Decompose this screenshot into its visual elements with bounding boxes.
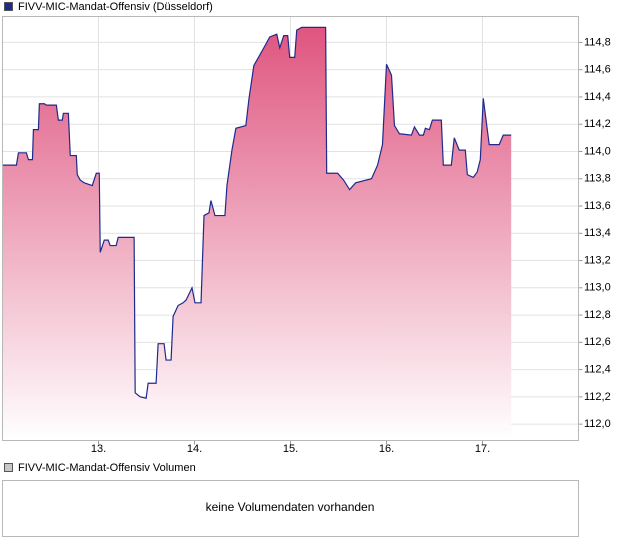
y-tick-label: 114,4 bbox=[584, 91, 611, 103]
y-tick-label: 114,6 bbox=[584, 64, 611, 76]
legend-swatch bbox=[4, 463, 13, 472]
plot-frame bbox=[2, 16, 579, 441]
y-tick-label: 114,2 bbox=[584, 118, 611, 130]
x-tick-label: 15. bbox=[283, 443, 298, 455]
legend-label: FIVV-MIC-Mandat-Offensiv (Düsseldorf) bbox=[18, 1, 213, 13]
x-tick-label: 13. bbox=[91, 443, 106, 455]
x-tick-label: 17. bbox=[475, 443, 490, 455]
volume-frame bbox=[2, 480, 579, 537]
y-tick-label: 113,0 bbox=[584, 282, 611, 294]
price-line bbox=[2, 26, 512, 399]
x-tick-label: 14. bbox=[187, 443, 202, 455]
legend-swatch bbox=[4, 2, 13, 11]
y-tick-label: 112,6 bbox=[584, 336, 611, 348]
y-tick-label: 114,0 bbox=[584, 145, 611, 157]
y-tick-label: 113,8 bbox=[584, 173, 611, 185]
y-tick-label: 112,4 bbox=[584, 364, 611, 376]
empty-note: keine Volumendaten vorhanden bbox=[206, 500, 375, 514]
y-tick-label: 113,2 bbox=[584, 254, 611, 266]
y-tick-label: 114,8 bbox=[584, 36, 611, 48]
y-tick-label: 112,0 bbox=[584, 418, 611, 430]
legend-label: FIVV-MIC-Mandat-Offensiv Volumen bbox=[18, 462, 196, 474]
x-tick-label: 16. bbox=[379, 443, 394, 455]
y-tick-label: 113,4 bbox=[584, 227, 611, 239]
y-tick-label: 112,2 bbox=[584, 391, 611, 403]
y-tick-label: 113,6 bbox=[584, 200, 611, 212]
y-tick-label: 112,8 bbox=[584, 309, 611, 321]
area-fill bbox=[2, 27, 512, 441]
